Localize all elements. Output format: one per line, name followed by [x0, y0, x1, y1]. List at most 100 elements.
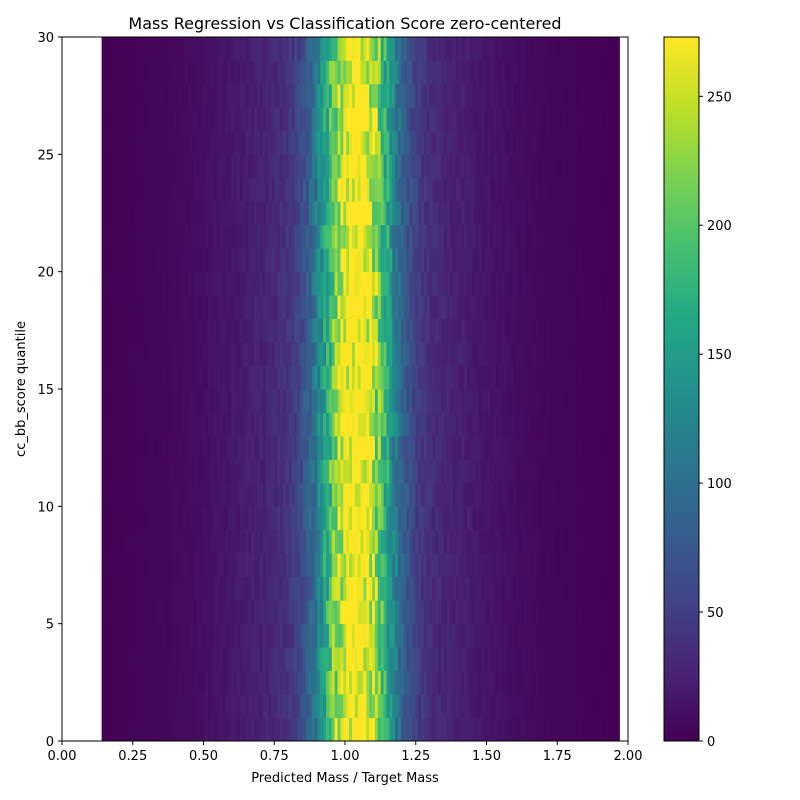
heatmap-cell — [147, 107, 151, 132]
heatmap-cell — [507, 670, 511, 695]
heatmap-cell — [349, 623, 353, 648]
heatmap-cell — [150, 271, 154, 296]
heatmap-cell — [277, 389, 281, 413]
heatmap-cell — [587, 482, 592, 507]
heatmap-cell — [492, 130, 497, 155]
heatmap-cell — [573, 389, 577, 413]
heatmap-cell — [527, 107, 531, 132]
heatmap-cell — [288, 154, 292, 179]
heatmap-cell — [423, 177, 428, 202]
heatmap-cell — [187, 201, 192, 226]
heatmap-cell — [285, 459, 290, 484]
heatmap-cell — [582, 717, 586, 742]
heatmap-cell — [403, 576, 407, 601]
heatmap-cell — [326, 318, 330, 343]
heatmap-cell — [490, 506, 494, 531]
heatmap-cell — [231, 482, 235, 507]
heatmap-cell — [426, 365, 431, 390]
heatmap-cell — [256, 482, 261, 507]
heatmap-cell — [354, 553, 359, 578]
heatmap-cell — [446, 717, 451, 742]
heatmap-cell — [256, 177, 261, 202]
heatmap-cell — [118, 459, 123, 484]
heatmap-cell — [110, 295, 114, 319]
heatmap-cell — [213, 459, 218, 484]
heatmap-cell — [196, 224, 200, 249]
heatmap-cell — [239, 107, 243, 132]
heatmap-cell — [314, 506, 318, 531]
heatmap-cell — [587, 623, 592, 648]
heatmap-cell — [383, 506, 387, 531]
heatmap-cell — [121, 553, 126, 578]
heatmap-cell — [331, 576, 336, 601]
heatmap-cell — [515, 553, 520, 578]
heatmap-cell — [564, 506, 569, 531]
heatmap-cell — [507, 177, 511, 202]
heatmap-cell — [147, 482, 151, 507]
heatmap-cell — [498, 295, 502, 319]
heatmap-cell — [303, 506, 307, 531]
heatmap-cell — [308, 318, 313, 343]
heatmap-cell — [199, 154, 203, 179]
heatmap-cell — [374, 694, 379, 718]
heatmap-cell — [400, 295, 405, 319]
heatmap-cell — [116, 482, 120, 507]
heatmap-cell — [167, 389, 172, 413]
heatmap-cell — [458, 435, 462, 460]
heatmap-cell — [582, 271, 586, 296]
heatmap-cell — [334, 717, 338, 742]
heatmap-cell — [360, 553, 364, 578]
heatmap-cell — [587, 529, 592, 554]
heatmap-cell — [182, 717, 186, 742]
heatmap-cell — [107, 600, 111, 625]
heatmap-cell — [380, 694, 384, 718]
heatmap-cell — [484, 670, 488, 695]
heatmap-cell — [265, 694, 269, 718]
heatmap-cell — [573, 177, 577, 202]
heatmap-cell — [593, 600, 597, 625]
heatmap-cell — [518, 600, 523, 625]
heatmap-cell — [372, 435, 376, 460]
heatmap-cell — [196, 342, 200, 366]
heatmap-cell — [130, 224, 134, 249]
heatmap-cell — [236, 107, 241, 132]
heatmap-cell — [521, 623, 525, 648]
heatmap-cell — [498, 201, 502, 226]
heatmap-cell — [193, 717, 197, 742]
heatmap-cell — [216, 130, 220, 155]
heatmap-cell — [239, 365, 243, 390]
heatmap-cell — [343, 717, 347, 742]
heatmap-cell — [256, 295, 261, 319]
heatmap-cell — [409, 177, 413, 202]
heatmap-cell — [170, 318, 174, 343]
heatmap-cell — [530, 342, 534, 366]
heatmap-cell — [400, 459, 405, 484]
heatmap-cell — [610, 553, 615, 578]
heatmap-cell — [360, 435, 364, 460]
heatmap-cell — [593, 623, 597, 648]
heatmap-cell — [469, 435, 474, 460]
heatmap-cell — [182, 694, 186, 718]
heatmap-cell — [233, 130, 238, 155]
heatmap-cell — [461, 130, 465, 155]
heatmap-cell — [193, 295, 197, 319]
heatmap-cell — [219, 271, 223, 296]
heatmap-cell — [357, 506, 361, 531]
heatmap-cell — [518, 553, 523, 578]
heatmap-cell — [570, 647, 574, 671]
heatmap-cell — [254, 623, 258, 648]
heatmap-cell — [363, 553, 367, 578]
heatmap-cell — [136, 365, 140, 390]
heatmap-cell — [256, 529, 261, 554]
heatmap-cell — [305, 318, 310, 343]
heatmap-cell — [400, 107, 405, 132]
heatmap-cell — [504, 623, 508, 648]
heatmap-cell — [418, 623, 422, 648]
heatmap-cell — [288, 318, 292, 343]
heatmap-cell — [412, 107, 416, 132]
heatmap-cell — [320, 342, 324, 366]
heatmap-cell — [484, 248, 488, 273]
heatmap-cell — [351, 342, 356, 366]
heatmap-cell — [305, 365, 310, 390]
heatmap-cell — [328, 295, 333, 319]
